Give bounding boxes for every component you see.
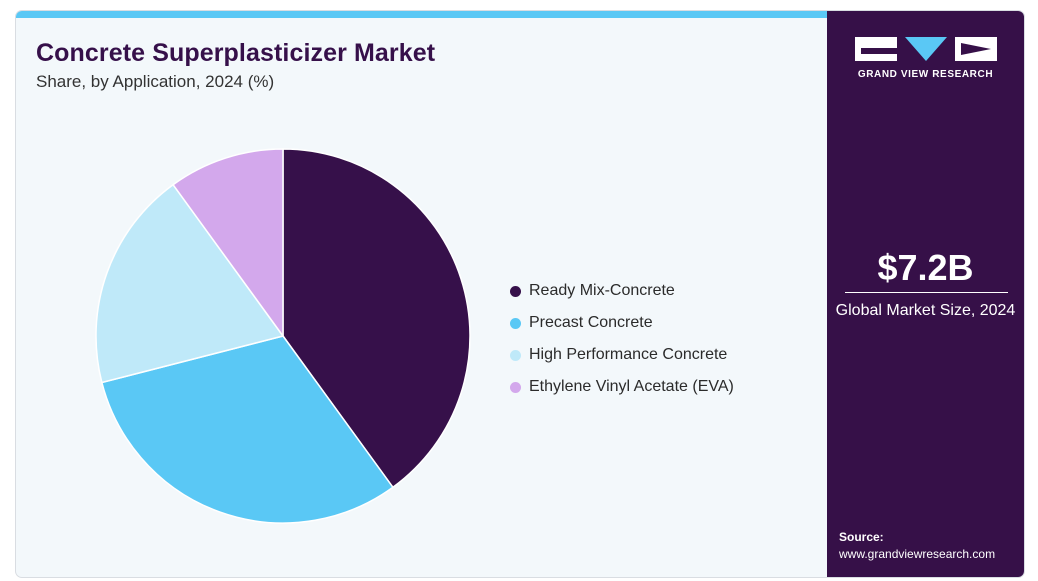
- market-size-caption: Global Market Size, 2024: [835, 302, 1016, 319]
- legend-item: Precast Concrete: [510, 307, 734, 339]
- legend-label: Precast Concrete: [529, 314, 653, 331]
- market-size-value: $7.2B: [877, 247, 974, 288]
- pie-slice-ready-mix-concrete: [282, 148, 471, 489]
- legend-swatch: [510, 285, 521, 297]
- chart-card: Concrete Superplasticizer Market Share, …: [16, 11, 1024, 577]
- legend-swatch: [510, 349, 521, 361]
- legend-item: High Performance Concrete: [510, 339, 734, 371]
- source-url: www.grandviewresearch.com: [839, 547, 996, 561]
- legend-swatch: [510, 317, 521, 329]
- pie-slice-precast-concrete: [100, 335, 394, 524]
- legend-swatch: [510, 381, 521, 393]
- divider: [845, 292, 1008, 293]
- summary-panel: GRAND VIEW RESEARCH $7.2B Global Market …: [827, 11, 1024, 577]
- chart-subtitle: Share, by Application, 2024 (%): [36, 72, 275, 91]
- accent-bar: [16, 11, 827, 18]
- legend-label: Ethylene Vinyl Acetate (EVA): [529, 378, 734, 395]
- source-label: Source:: [839, 530, 884, 544]
- legend-label: Ready Mix-Concrete: [529, 282, 675, 299]
- chart-title: Concrete Superplasticizer Market: [36, 39, 436, 67]
- legend-item: Ethylene Vinyl Acetate (EVA): [510, 371, 734, 403]
- legend-item: Ready Mix-Concrete: [510, 275, 734, 307]
- pie-slice-high-performance-concrete: [95, 183, 285, 384]
- chart-legend: Ready Mix-Concrete Precast Concrete High P…: [510, 275, 734, 403]
- legend-label: High Performance Concrete: [529, 346, 728, 363]
- pie-chart: [95, 148, 471, 524]
- gvr-logo-icon: [855, 37, 997, 61]
- brand-name: GRAND VIEW RESEARCH: [857, 69, 994, 80]
- pie-slice-ethylene-vinyl-acetate-eva: [172, 148, 284, 339]
